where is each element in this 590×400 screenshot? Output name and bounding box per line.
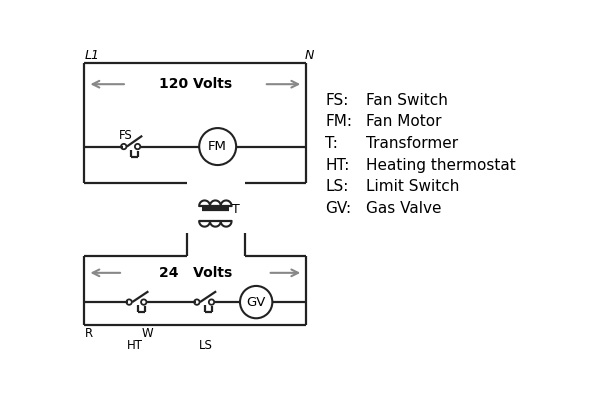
Text: 120 Volts: 120 Volts <box>159 77 232 91</box>
Text: L1: L1 <box>84 49 100 62</box>
Text: GV:: GV: <box>326 201 352 216</box>
Text: Limit Switch: Limit Switch <box>366 179 459 194</box>
Text: FM: FM <box>208 140 227 153</box>
Text: N: N <box>304 49 314 62</box>
Circle shape <box>194 300 199 305</box>
Text: FS:: FS: <box>326 93 349 108</box>
Text: R: R <box>85 327 93 340</box>
Text: FS: FS <box>119 128 132 142</box>
Text: T: T <box>232 203 240 216</box>
Text: T:: T: <box>326 136 338 151</box>
Text: 24   Volts: 24 Volts <box>159 266 232 280</box>
Text: LS:: LS: <box>326 179 349 194</box>
Circle shape <box>135 144 140 149</box>
Text: GV: GV <box>247 296 266 309</box>
Text: Transformer: Transformer <box>366 136 458 151</box>
Circle shape <box>209 300 214 305</box>
Circle shape <box>199 128 236 165</box>
Circle shape <box>121 144 126 149</box>
Text: W: W <box>142 327 153 340</box>
Circle shape <box>240 286 273 318</box>
Text: Fan Switch: Fan Switch <box>366 93 447 108</box>
Text: HT:: HT: <box>326 158 350 172</box>
Text: LS: LS <box>198 339 212 352</box>
Text: Fan Motor: Fan Motor <box>366 114 441 130</box>
Circle shape <box>141 300 146 305</box>
Text: HT: HT <box>127 339 143 352</box>
Text: Heating thermostat: Heating thermostat <box>366 158 515 172</box>
Circle shape <box>126 300 132 305</box>
Text: FM:: FM: <box>326 114 352 130</box>
Text: Gas Valve: Gas Valve <box>366 201 441 216</box>
